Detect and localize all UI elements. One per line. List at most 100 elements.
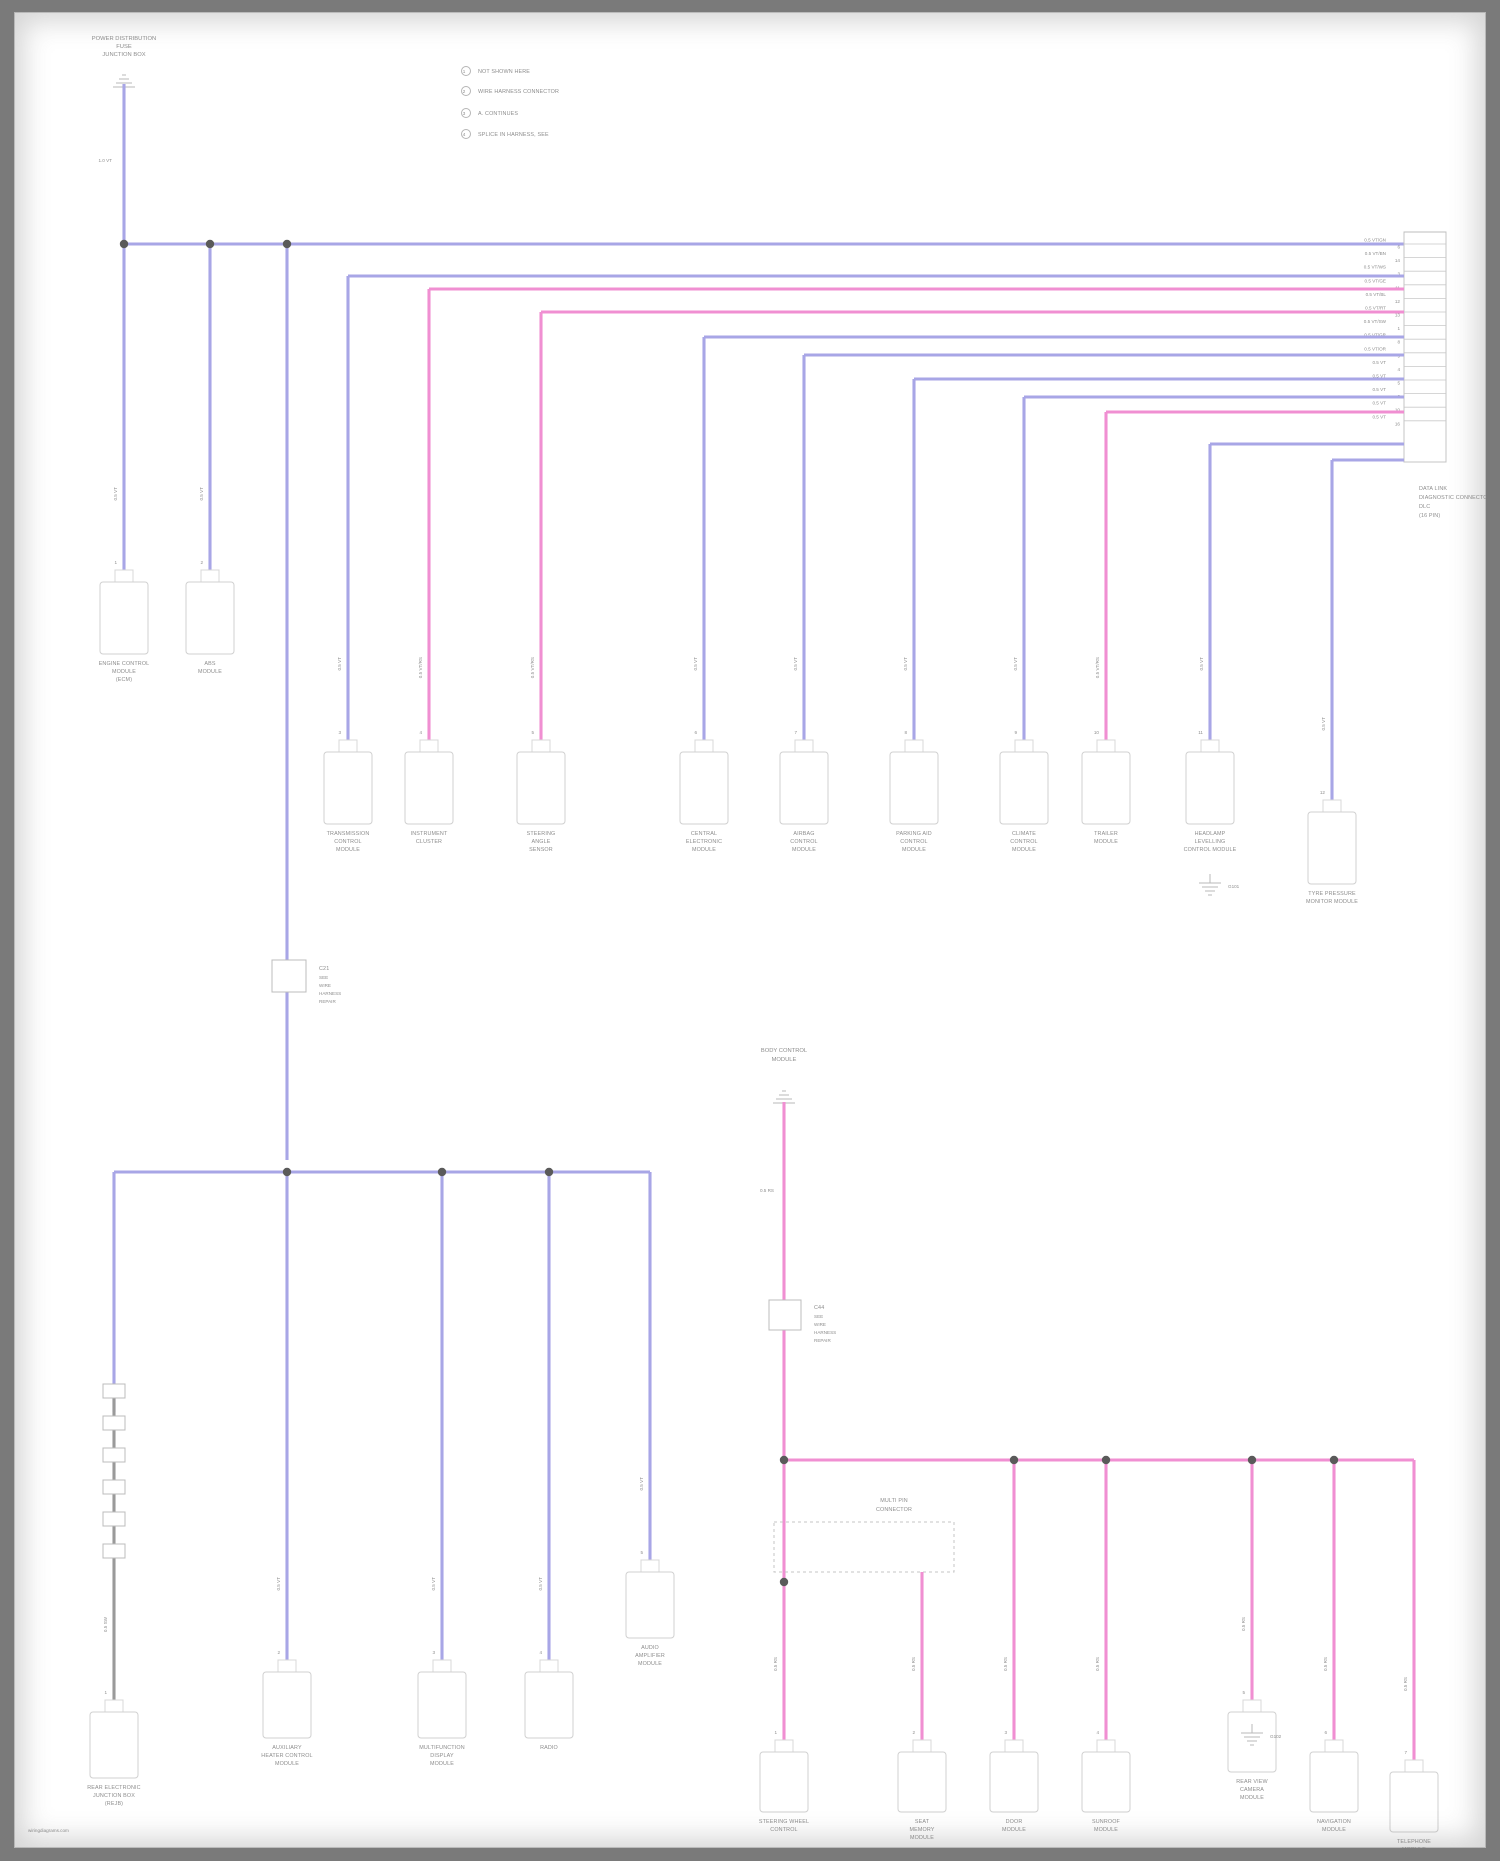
module-connector[interactable]: [1324, 1739, 1344, 1753]
module-body[interactable]: [897, 1751, 947, 1813]
module-m10[interactable]: 0.5 VT/RS 10 TRAILER MODULE: [1081, 657, 1131, 845]
power-source-label-2: FUSE: [116, 44, 132, 50]
module-wire-label: 0.5 RS: [1095, 1657, 1100, 1671]
module-wire-label: 0.5 RS: [773, 1657, 778, 1671]
module-body[interactable]: [1081, 1751, 1131, 1813]
module-body[interactable]: [262, 1671, 312, 1739]
module-connector[interactable]: [104, 1699, 124, 1713]
module-body[interactable]: [185, 581, 235, 655]
module-body[interactable]: [759, 1751, 809, 1813]
splice-note-1: WIRE: [814, 1322, 826, 1327]
legend-marker-icon: [461, 86, 471, 96]
module-m2[interactable]: 0.5 VT 2 ABS MODULE: [185, 487, 235, 675]
module-body[interactable]: [1389, 1771, 1439, 1833]
module-m8[interactable]: 0.5 VT 8 PARKING AID CONTROL MODULE: [889, 657, 939, 853]
module-body[interactable]: [779, 751, 829, 825]
dlc-pin-number: 4: [1397, 367, 1400, 372]
module-connector[interactable]: [912, 1739, 932, 1753]
module-connector[interactable]: [1014, 739, 1034, 753]
module-connector[interactable]: [694, 739, 714, 753]
dlc-pin-number: 14: [1395, 258, 1401, 263]
module-connector[interactable]: [338, 739, 358, 753]
module-connector[interactable]: [419, 739, 439, 753]
splice-marker[interactable]: [102, 1479, 126, 1495]
splice-marker[interactable]: [102, 1543, 126, 1559]
splice-marker[interactable]: [102, 1415, 126, 1431]
module-r3[interactable]: 0.5 RS 3 DOOR MODULE: [989, 1657, 1039, 1833]
module-m12[interactable]: 0.5 VT 12 TYRE PRESSURE MONITOR MODULE: [1306, 717, 1358, 905]
module-body[interactable]: [989, 1751, 1039, 1813]
module-connector[interactable]: [1096, 1739, 1116, 1753]
module-connector[interactable]: [432, 1659, 452, 1673]
module-connector[interactable]: [1200, 739, 1220, 753]
module-body[interactable]: [1227, 1711, 1277, 1773]
module-connector[interactable]: [539, 1659, 559, 1673]
module-m11[interactable]: 0.5 VT 11 HEADLAMP LEVELLING CONTROL MODULE: [1184, 657, 1237, 853]
module-m6[interactable]: 0.5 VT 6 CENTRAL ELECTRONIC MODULE: [679, 657, 729, 853]
module-connector[interactable]: [1242, 1699, 1262, 1713]
module-body[interactable]: [1081, 751, 1131, 825]
module-body[interactable]: [999, 751, 1049, 825]
module-body[interactable]: [89, 1711, 139, 1779]
module-r1[interactable]: 0.5 RS 1 STEERING WHEEL CONTROL: [759, 1657, 809, 1833]
module-connector[interactable]: [774, 1739, 794, 1753]
module-r6[interactable]: 0.5 RS 6 NAVIGATION MODULE: [1309, 1657, 1359, 1833]
dlc-connector-body[interactable]: [1403, 231, 1447, 463]
splice-box[interactable]: [768, 1299, 802, 1331]
module-r7[interactable]: 0.5 RS 7 TELEPHONE MODULE: [1389, 1677, 1439, 1848]
multi-pin-connector-body[interactable]: [773, 1521, 955, 1573]
mid-splice-c21[interactable]: C21 SEE WIRE HARNESS REPAIR: [271, 959, 341, 1004]
module-m3[interactable]: 0.5 VT 3 TRANSMISSION CONTROL MODULE: [323, 657, 373, 853]
module-b4[interactable]: 0.5 VT 4 RADIO: [524, 1577, 574, 1751]
module-m1[interactable]: 0.5 VT 1 ENGINE CONTROL MODULE (ECM): [99, 487, 150, 683]
bottom-right-splice-c44[interactable]: C44 SEE WIRE HARNESS REPAIR: [768, 1299, 836, 1343]
module-pin-number: 4: [1096, 1730, 1099, 1735]
module-b1[interactable]: 0.5 SW 1 REAR ELECTRONIC JUNCTION BOX (REJB): [87, 1616, 140, 1807]
module-body[interactable]: [1307, 811, 1357, 885]
module-body[interactable]: [404, 751, 454, 825]
module-r4[interactable]: 0.5 RS 4 SUNROOF MODULE: [1081, 1657, 1131, 1833]
module-b2[interactable]: 0.5 VT 2 AUXILIARY HEATER CONTROL MODULE: [261, 1577, 312, 1767]
module-m4[interactable]: 0.5 VT/RS 4 INSTRUMENT CLUSTER: [404, 657, 454, 845]
node-dot: [779, 1455, 789, 1465]
bcm-label-1: MODULE: [772, 1057, 797, 1063]
module-connector[interactable]: [531, 739, 551, 753]
splice-marker[interactable]: [102, 1383, 126, 1399]
module-body[interactable]: [1185, 751, 1235, 825]
module-m9[interactable]: 0.5 VT 9 CLIMATE CONTROL MODULE: [999, 657, 1049, 853]
module-body[interactable]: [524, 1671, 574, 1739]
module-connector[interactable]: [114, 569, 134, 583]
module-body[interactable]: [889, 751, 939, 825]
module-wire-label: 0.5 VT: [113, 487, 118, 501]
module-connector[interactable]: [277, 1659, 297, 1673]
module-connector[interactable]: [904, 739, 924, 753]
power-source-block: POWER DISTRIBUTION FUSE JUNCTION BOX 1.0…: [92, 36, 156, 163]
multi-pin-connector[interactable]: MULTI PIN CONNECTOR: [773, 1498, 955, 1587]
module-connector[interactable]: [1322, 799, 1342, 813]
dlc-pin-number: 16: [1395, 421, 1401, 426]
module-connector[interactable]: [794, 739, 814, 753]
module-connector[interactable]: [1404, 1759, 1424, 1773]
module-b5[interactable]: 0.5 VT 5 AUDIO AMPLIFIER MODULE: [625, 1477, 675, 1667]
module-connector[interactable]: [1096, 739, 1116, 753]
module-body[interactable]: [323, 751, 373, 825]
module-body[interactable]: [679, 751, 729, 825]
module-r2[interactable]: 0.5 RS 2 SEAT MEMORY MODULE: [897, 1657, 947, 1841]
module-r5[interactable]: 0.5 RS 5 REAR VIEW CAMERA MODULE: [1227, 1617, 1277, 1801]
module-m5[interactable]: 0.5 VT/RS 5 STEERING ANGLE SENSOR: [516, 657, 566, 853]
module-body[interactable]: [1309, 1751, 1359, 1813]
module-connector[interactable]: [640, 1559, 660, 1573]
module-b3[interactable]: 0.5 VT 3 MULTIFUNCTION DISPLAY MODULE: [417, 1577, 467, 1767]
module-m7[interactable]: 0.5 VT 7 AIRBAG CONTROL MODULE: [779, 657, 829, 853]
splice-marker[interactable]: [102, 1447, 126, 1463]
module-connector[interactable]: [200, 569, 220, 583]
module-body[interactable]: [516, 751, 566, 825]
splice-box[interactable]: [271, 959, 307, 993]
module-body[interactable]: [625, 1571, 675, 1639]
module-name-line: MODULE: [1094, 1827, 1118, 1833]
module-body[interactable]: [99, 581, 149, 655]
splice-marker[interactable]: [102, 1511, 126, 1527]
module-body[interactable]: [417, 1671, 467, 1739]
module-connector[interactable]: [1004, 1739, 1024, 1753]
